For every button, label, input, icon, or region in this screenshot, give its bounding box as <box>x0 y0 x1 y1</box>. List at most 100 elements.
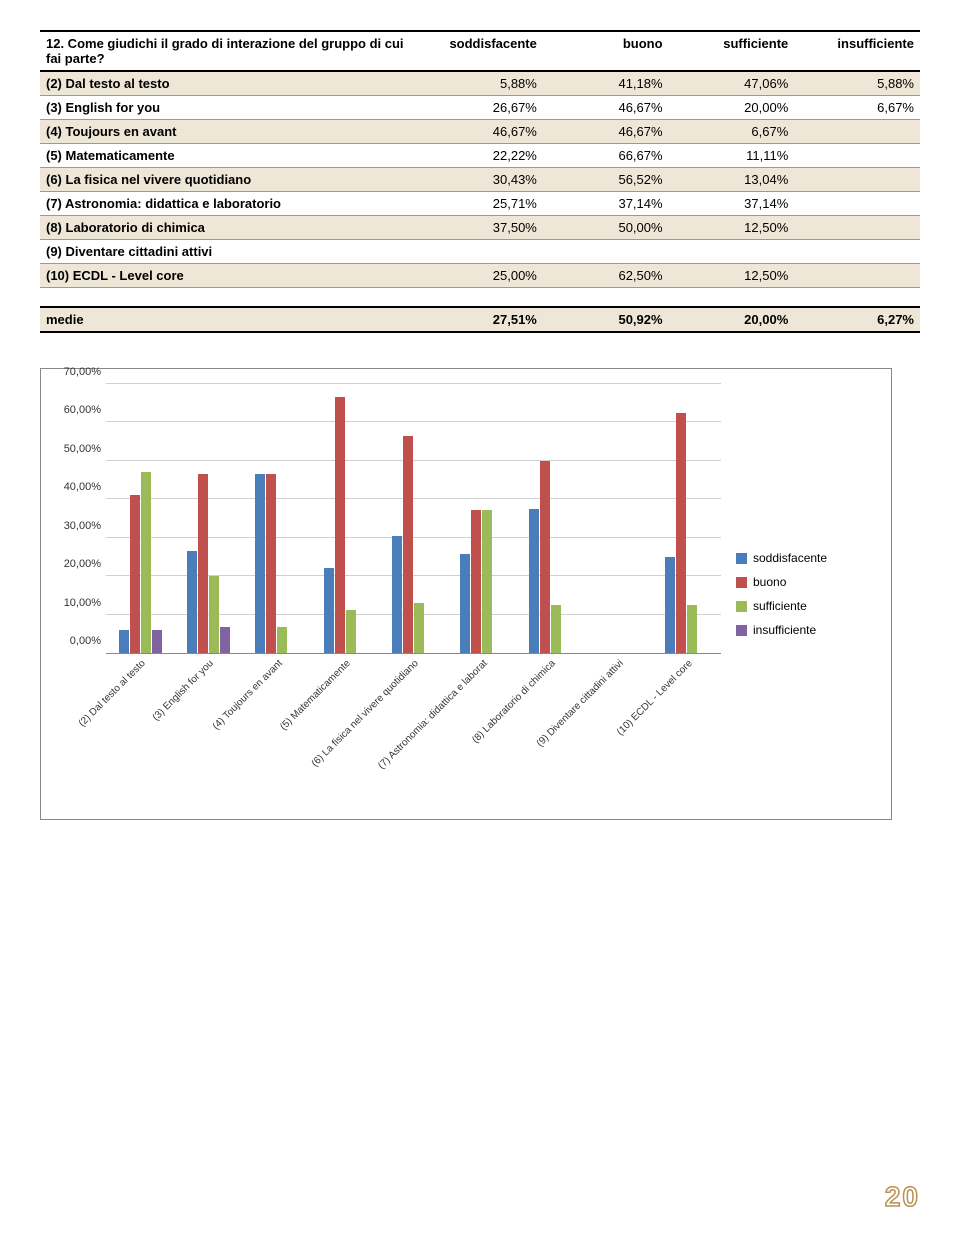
chart-bar <box>141 472 151 653</box>
chart-bar <box>152 630 162 653</box>
cell-value: 11,11% <box>669 144 795 168</box>
cell-value <box>794 240 920 264</box>
chart-bar <box>266 474 276 653</box>
chart-bar <box>198 474 208 653</box>
chart-bar <box>482 510 492 653</box>
chart-xlabel: (4) Toujours en avant <box>243 654 311 804</box>
cell-value <box>794 216 920 240</box>
cell-value <box>794 168 920 192</box>
bar-chart: 0,00%10,00%20,00%30,00%40,00%50,00%60,00… <box>40 368 892 820</box>
chart-bar <box>220 627 230 653</box>
row-label: (4) Toujours en avant <box>40 120 417 144</box>
col-header: insufficiente <box>794 31 920 71</box>
chart-ytick: 50,00% <box>51 443 101 455</box>
cell-value <box>794 144 920 168</box>
chart-xlabel: (2) Dal testo al testo <box>106 654 174 804</box>
medie-row: medie27,51%50,92%20,00%6,27% <box>40 307 920 332</box>
cell-value: 25,00% <box>417 264 543 288</box>
chart-ytick: 40,00% <box>51 481 101 493</box>
legend-label: sufficiente <box>753 599 807 613</box>
cell-value: 37,50% <box>417 216 543 240</box>
chart-bar <box>346 610 356 653</box>
page-number: 20 <box>885 1181 920 1213</box>
chart-bar <box>209 576 219 653</box>
row-label: (5) Matematicamente <box>40 144 417 168</box>
col-header: soddisfacente <box>417 31 543 71</box>
chart-bar <box>529 509 539 653</box>
legend-swatch <box>736 625 747 636</box>
chart-ytick: 70,00% <box>51 366 101 378</box>
cell-value: 50,00% <box>543 216 669 240</box>
chart-bar <box>540 461 550 653</box>
chart-bar <box>255 474 265 653</box>
chart-bar <box>392 536 402 653</box>
chart-bar <box>460 554 470 653</box>
legend-swatch <box>736 553 747 564</box>
chart-bar-group <box>516 384 584 653</box>
legend-label: soddisfacente <box>753 551 827 565</box>
chart-legend: soddisfacente buono sufficiente insufficien… <box>721 384 876 804</box>
row-label: (9) Diventare cittadini attivi <box>40 240 417 264</box>
table-row: (6) La fisica nel vivere quotidiano30,43… <box>40 168 920 192</box>
chart-bar <box>687 605 697 653</box>
chart-ytick: 10,00% <box>51 597 101 609</box>
cell-value: 12,50% <box>669 216 795 240</box>
row-label: (8) Laboratorio di chimica <box>40 216 417 240</box>
chart-bar-group <box>311 384 379 653</box>
row-label: (2) Dal testo al testo <box>40 71 417 96</box>
question-header: 12. Come giudichi il grado di interazion… <box>40 31 417 71</box>
cell-value: 46,67% <box>543 120 669 144</box>
col-header: buono <box>543 31 669 71</box>
medie-value: 27,51% <box>417 307 543 332</box>
chart-bar <box>335 397 345 653</box>
chart-bar <box>676 413 686 653</box>
chart-bar-group <box>379 384 447 653</box>
cell-value: 12,50% <box>669 264 795 288</box>
row-label: (3) English for you <box>40 96 417 120</box>
cell-value: 37,14% <box>669 192 795 216</box>
legend-label: buono <box>753 575 786 589</box>
table-row: (3) English for you26,67%46,67%20,00%6,6… <box>40 96 920 120</box>
row-label: (10) ECDL - Level core <box>40 264 417 288</box>
chart-bar-group <box>174 384 242 653</box>
chart-bar <box>414 603 424 653</box>
cell-value: 26,67% <box>417 96 543 120</box>
medie-value: 6,27% <box>794 307 920 332</box>
table-row: (9) Diventare cittadini attivi <box>40 240 920 264</box>
chart-xlabel: (3) English for you <box>174 654 242 804</box>
cell-value <box>794 120 920 144</box>
col-header: sufficiente <box>669 31 795 71</box>
chart-bar <box>324 568 334 653</box>
cell-value: 56,52% <box>543 168 669 192</box>
legend-item: soddisfacente <box>736 551 876 565</box>
cell-value: 5,88% <box>417 71 543 96</box>
cell-value: 41,18% <box>543 71 669 96</box>
medie-label: medie <box>40 307 417 332</box>
medie-value: 20,00% <box>669 307 795 332</box>
cell-value: 6,67% <box>669 120 795 144</box>
cell-value <box>794 264 920 288</box>
cell-value <box>669 240 795 264</box>
cell-value: 5,88% <box>794 71 920 96</box>
row-label: (6) La fisica nel vivere quotidiano <box>40 168 417 192</box>
chart-bar-group <box>243 384 311 653</box>
chart-ytick: 0,00% <box>51 635 101 647</box>
chart-xlabel: (10) ECDL - Level core <box>653 654 721 804</box>
cell-value: 37,14% <box>543 192 669 216</box>
legend-item: buono <box>736 575 876 589</box>
cell-value: 30,43% <box>417 168 543 192</box>
chart-bar <box>119 630 129 653</box>
cell-value <box>543 240 669 264</box>
data-table: 12. Come giudichi il grado di interazion… <box>40 30 920 333</box>
table-row: (5) Matematicamente22,22%66,67%11,11% <box>40 144 920 168</box>
chart-bar <box>551 605 561 653</box>
cell-value <box>794 192 920 216</box>
table-row: (8) Laboratorio di chimica37,50%50,00%12… <box>40 216 920 240</box>
cell-value: 22,22% <box>417 144 543 168</box>
chart-bar <box>665 557 675 653</box>
chart-bar <box>403 436 413 653</box>
table-row: (2) Dal testo al testo5,88%41,18%47,06%5… <box>40 71 920 96</box>
legend-item: insufficiente <box>736 623 876 637</box>
cell-value: 13,04% <box>669 168 795 192</box>
chart-ytick: 20,00% <box>51 558 101 570</box>
